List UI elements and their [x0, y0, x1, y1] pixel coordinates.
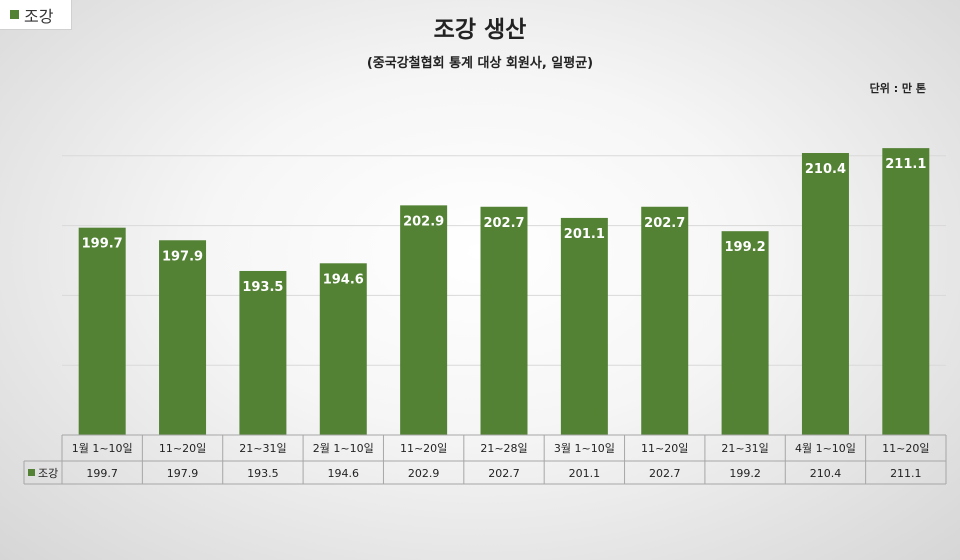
data-label: 210.4: [805, 162, 846, 177]
bar: [882, 148, 930, 435]
table-value: 199.2: [729, 467, 761, 480]
table-value: 194.6: [328, 467, 360, 480]
table-legend-label: 조강: [38, 467, 58, 480]
x-tick-label: 21~31일: [721, 441, 768, 455]
bar: [159, 240, 207, 435]
data-label: 202.7: [483, 216, 524, 231]
x-tick-label: 4월 1~10일: [795, 441, 856, 455]
data-label: 202.7: [644, 216, 685, 231]
legend-chip: 조강: [0, 0, 72, 30]
bar: [319, 263, 367, 435]
table-value: 202.7: [488, 467, 520, 480]
data-label: 201.1: [564, 227, 605, 242]
x-tick-label: 21~31일: [239, 441, 286, 455]
x-tick-label: 11~20일: [641, 441, 688, 455]
table-value: 197.9: [167, 467, 199, 480]
table-legend-swatch: [28, 469, 35, 476]
data-label: 199.7: [82, 237, 123, 252]
data-label: 202.9: [403, 214, 444, 229]
table-value: 211.1: [890, 467, 922, 480]
table-value: 210.4: [810, 467, 842, 480]
bar: [801, 153, 849, 435]
legend-swatch: [10, 10, 19, 19]
table-value: 202.9: [408, 467, 440, 480]
bar: [400, 205, 448, 435]
x-tick-label: 21~28일: [480, 441, 527, 455]
table-value: 199.7: [86, 467, 118, 480]
legend-label: 조강: [24, 6, 54, 26]
x-tick-label: 11~20일: [882, 441, 929, 455]
bar: [480, 206, 528, 435]
x-tick-label: 11~20일: [159, 441, 206, 455]
unit-label: 단위 : 만 톤: [869, 82, 926, 95]
bar: [239, 270, 287, 435]
bar: [721, 231, 769, 435]
data-label: 197.9: [162, 249, 203, 264]
x-tick-label: 11~20일: [400, 441, 447, 455]
table-value: 193.5: [247, 467, 279, 480]
bar: [78, 227, 126, 435]
table-value: 201.1: [569, 467, 601, 480]
data-label: 211.1: [885, 157, 926, 172]
data-label: 193.5: [242, 280, 283, 295]
data-label: 199.2: [725, 240, 766, 255]
data-label: 194.6: [323, 272, 364, 287]
x-tick-label: 3월 1~10일: [554, 441, 615, 455]
bar: [560, 217, 608, 435]
table-value: 202.7: [649, 467, 681, 480]
chart-title: 조강 생산: [433, 17, 527, 43]
x-tick-label: 1월 1~10일: [72, 441, 133, 455]
chart-subtitle: (중국강철협회 통계 대상 회원사, 일평균): [366, 56, 594, 71]
bar: [641, 206, 689, 435]
x-tick-label: 2월 1~10일: [313, 441, 374, 455]
